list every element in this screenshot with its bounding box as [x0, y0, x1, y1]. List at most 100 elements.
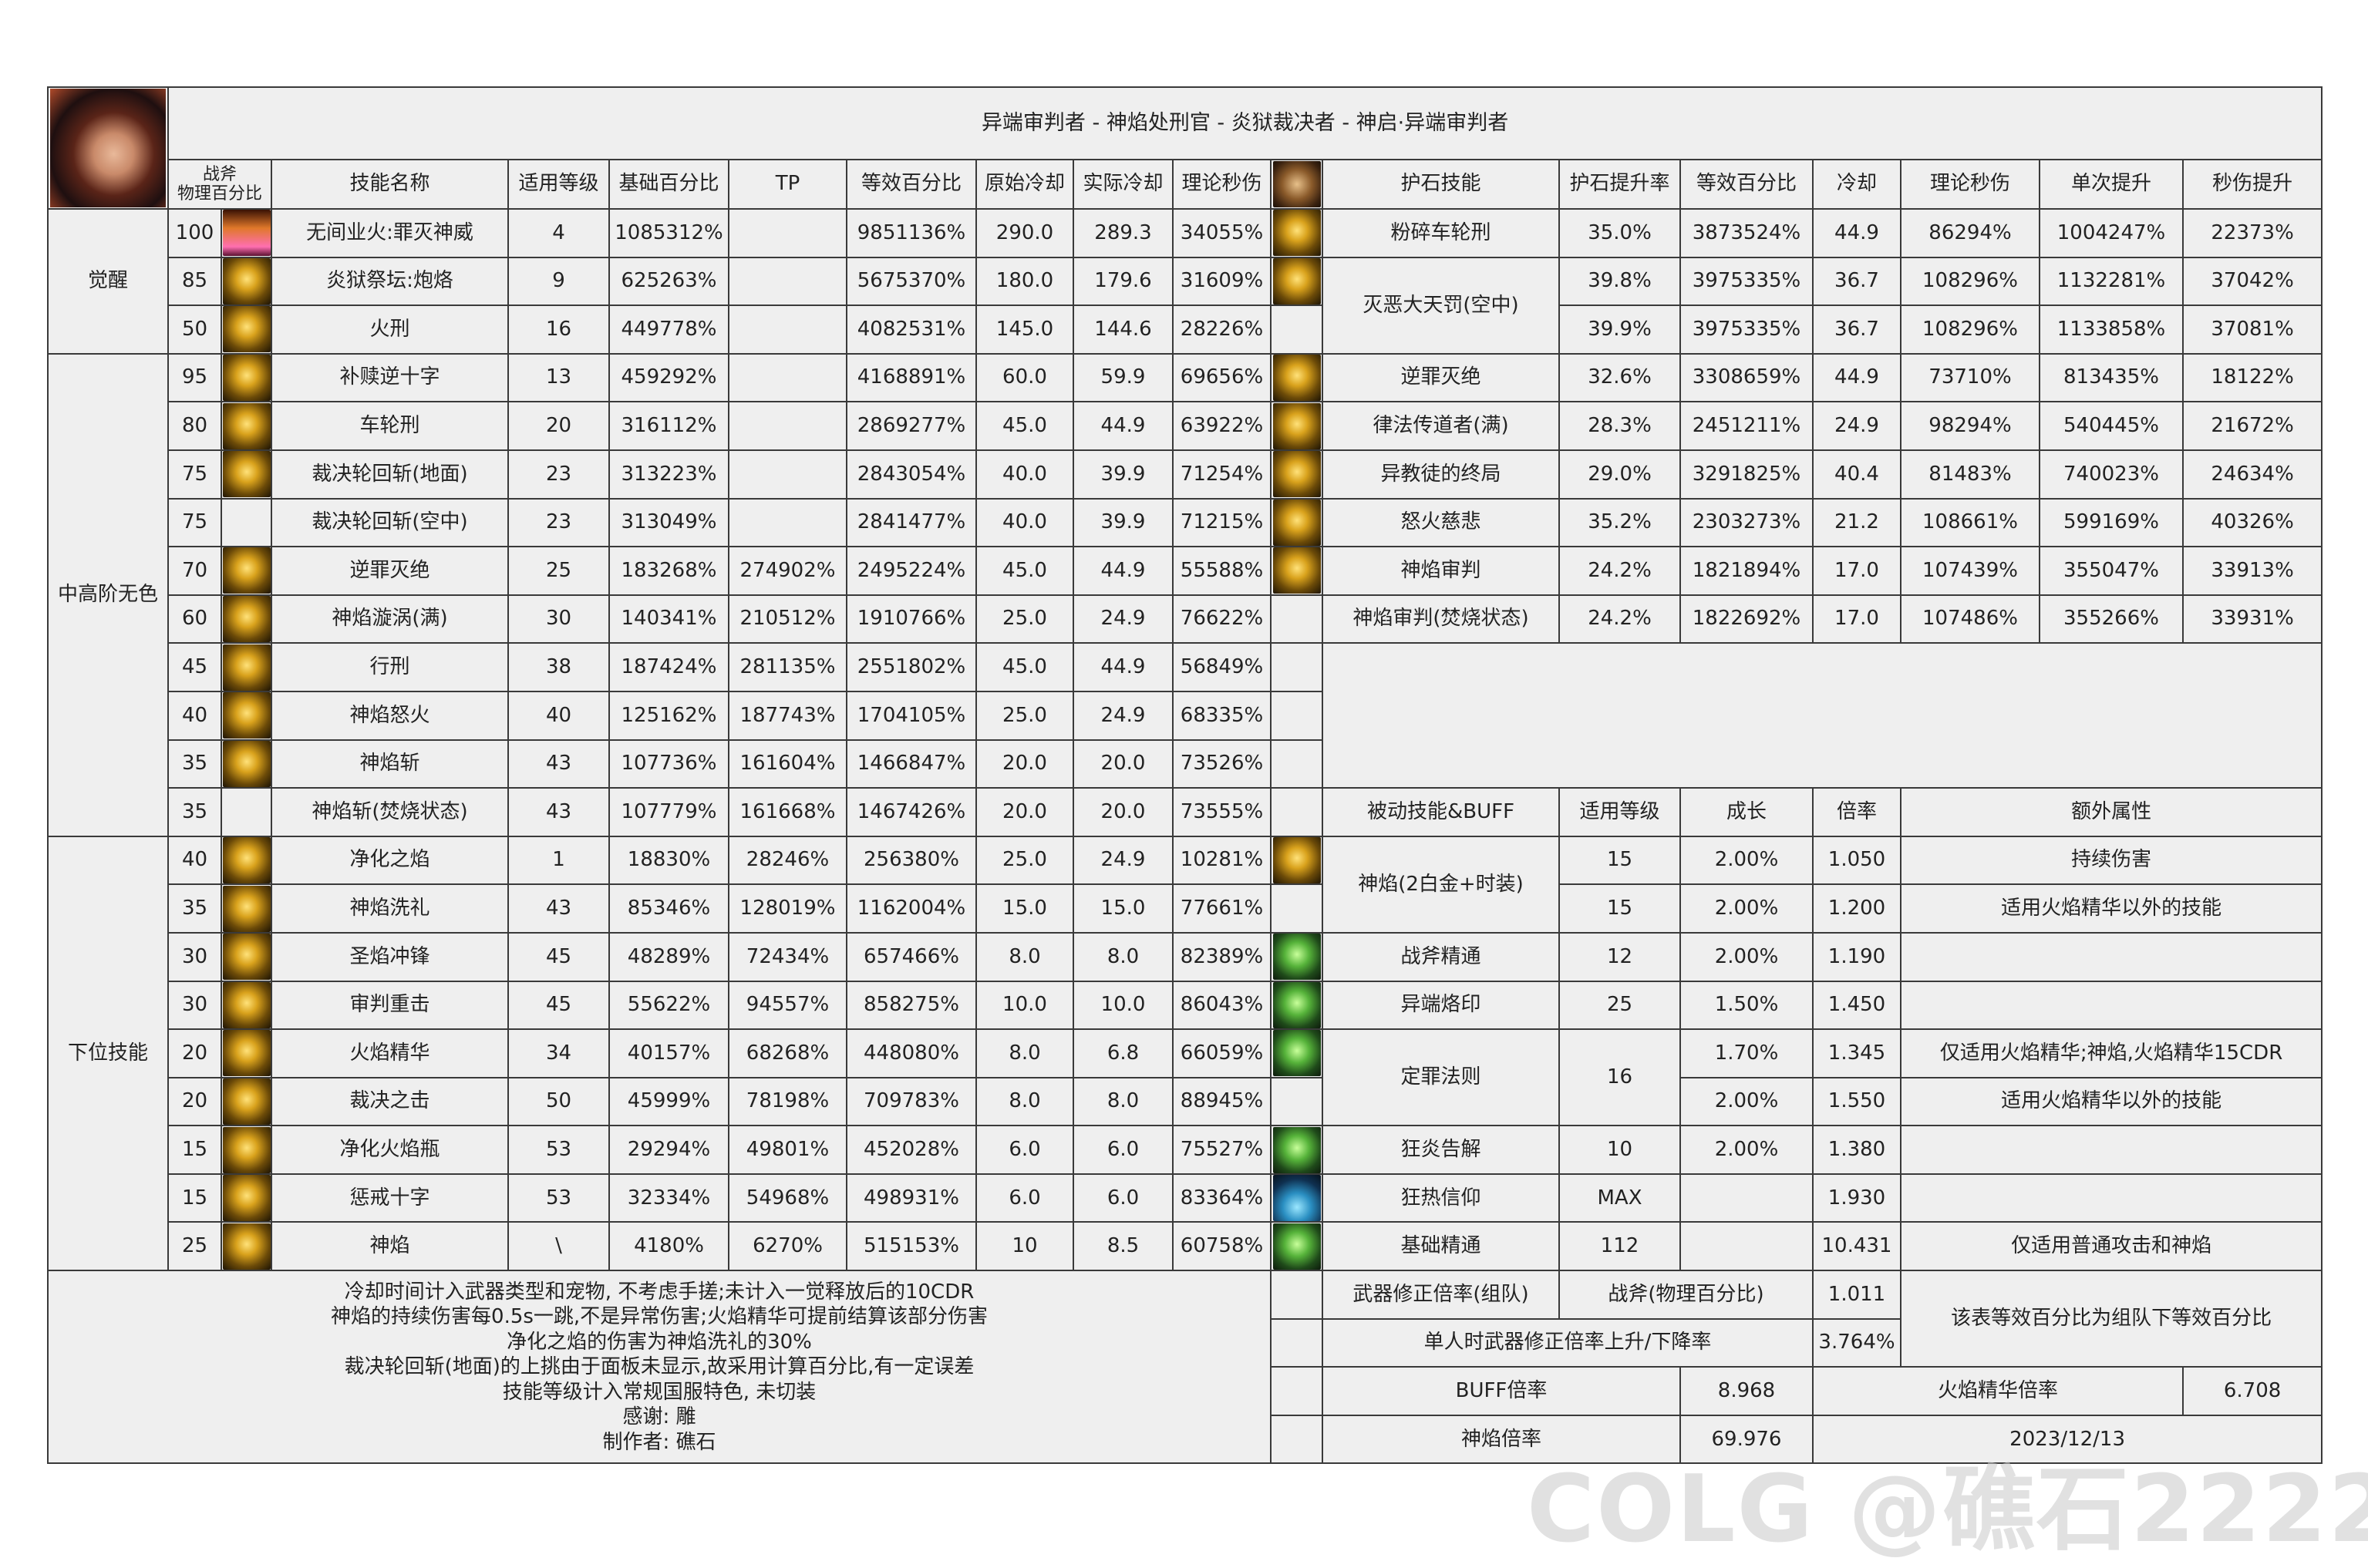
smash-icon: [223, 982, 270, 1028]
category-label: 中高阶无色: [47, 352, 169, 837]
damage-table: 异端审判者 - 神焰处刑官 - 炎狱裁决者 - 神启·异端审判者 战斧 物理百分比…: [47, 86, 2323, 1465]
header-cell: 被动技能&BUFF: [1322, 787, 1560, 837]
passive-growth: 1.70%: [1679, 1028, 1814, 1078]
passive-level: 15: [1558, 835, 1681, 886]
skill-level: 95: [167, 352, 222, 403]
icon-cell: [221, 449, 272, 500]
talisman-dps_up: 37081%: [2181, 305, 2323, 355]
icon-cell: [221, 1076, 272, 1127]
skill-level: 20: [167, 1076, 222, 1127]
passive-extra: [1899, 1125, 2323, 1175]
icon-cell: [221, 256, 272, 307]
icon-cell: [221, 739, 272, 789]
icon-cell: [221, 931, 272, 982]
icon-cell: [221, 690, 272, 741]
header-cell: 护石提升率: [1558, 159, 1681, 210]
icon-cell: [221, 835, 272, 886]
header-cell: 护石技能: [1322, 159, 1560, 210]
passive-multiplier: 1.450: [1812, 980, 1901, 1031]
passive-extra: 适用火焰精华以外的技能: [1899, 883, 2323, 934]
skill-req: 50: [507, 1076, 610, 1127]
skill-level: 35: [167, 883, 222, 934]
icon-cell: [1270, 883, 1323, 934]
watermark: COLG @礁石22222: [1527, 1456, 2368, 1563]
flame-swirl-icon: [223, 548, 270, 594]
skill-eq: 5675370%: [846, 256, 977, 307]
skill-name: 神焰怒火: [271, 690, 509, 741]
passive-level: 10: [1558, 1125, 1681, 1175]
skill-cd: 25.0: [975, 594, 1074, 644]
skill-eq: 709783%: [846, 1076, 977, 1127]
icon-cell: [221, 642, 272, 692]
passive-level: 112: [1558, 1221, 1681, 1272]
talisman-cd: 17.0: [1812, 594, 1901, 644]
skill-req: 1: [507, 835, 610, 886]
skill-base: 187424%: [608, 642, 729, 692]
skill-req: 25: [507, 546, 610, 596]
icon-cell: [221, 883, 272, 934]
talisman-dps: 86294%: [1900, 208, 2040, 258]
table-row: 30 圣焰冲锋 45 48289% 72434% 657466% 8.0 8.0 82389% 战…: [48, 931, 2323, 982]
talisman-single: 1132281%: [2039, 256, 2184, 307]
skill-cd: 10: [975, 1221, 1074, 1272]
table-row: BUFF倍率 8.968 火焰精华倍率 6.708: [48, 1366, 2323, 1416]
passive-name: 异端烙印: [1322, 980, 1560, 1031]
passive-level: MAX: [1558, 1173, 1681, 1223]
note-line: 冷却时间计入武器类型和宠物, 不考虑手搓;未计入一觉释放后的10CDR: [344, 1280, 975, 1304]
skill-eq: 256380%: [846, 835, 977, 886]
flame-slash-icon: [223, 741, 270, 787]
skill-name: 火刑: [271, 305, 509, 355]
note-line: 净化之焰的伤害为神焰洗礼的30%: [507, 1330, 812, 1354]
table-row: 下位技能 40 净化之焰 1 18830% 28246% 256380% 25.0 24.9 10…: [47, 835, 2323, 1272]
flame-vortex-icon: [1272, 403, 1321, 449]
skill-dps: 71215%: [1172, 497, 1272, 548]
skill-req: 43: [507, 787, 610, 837]
skill-req: 23: [507, 449, 610, 500]
skill-rcd: 44.9: [1073, 401, 1174, 451]
table-row: 60 神焰漩涡(满) 30 140341% 210512% 1910766% 25.0 24.…: [48, 594, 2323, 644]
table-row: 觉醒 100 无间业火:罪灭神威 4 1085312% 9851136% 290.0 289.…: [47, 208, 2323, 355]
skill-level: 60: [167, 594, 222, 644]
passive-extra: 适用火焰精华以外的技能: [1899, 1076, 2323, 1127]
table-row: 50 火刑 16 449778% 4082531% 145.0 144.6 28226% 39.…: [48, 305, 2323, 355]
skill-tp: 187743%: [728, 690, 847, 741]
icon-cell: [1270, 690, 1323, 741]
talisman-eq: 3975335%: [1679, 256, 1814, 307]
hexagram-emblem-icon: [1272, 161, 1321, 207]
talisman-name: 逆罪灭绝: [1322, 352, 1560, 403]
talisman-dps_up: 37042%: [2181, 256, 2323, 307]
talisman-eq: 2303273%: [1679, 497, 1814, 548]
icon-cell: [1270, 1125, 1323, 1175]
emblem-cell: [1270, 159, 1323, 210]
skill-tp: [728, 449, 847, 500]
icon-cell: [1270, 1221, 1323, 1272]
passive-multiplier: 1.930: [1812, 1173, 1901, 1223]
skill-req: 43: [507, 883, 610, 934]
talisman-single: 1004247%: [2039, 208, 2184, 258]
skill-base: 313223%: [608, 449, 729, 500]
passive-multiplier: 1.380: [1812, 1125, 1901, 1175]
table-row: 15 惩戒十字 53 32334% 54968% 498931% 6.0 6.0 83364% 狂…: [48, 1173, 2323, 1223]
skill-req: 30: [507, 594, 610, 644]
inverted-cross-icon: [223, 355, 270, 401]
wheel-icon: [223, 403, 270, 449]
skill-dps: 69656%: [1172, 352, 1272, 403]
passive-growth: [1679, 1221, 1814, 1272]
skill-cd: 60.0: [975, 352, 1074, 403]
talisman-name: 怒火慈悲: [1322, 497, 1560, 548]
skill-name: 审判重击: [271, 980, 509, 1031]
skill-cd: 45.0: [975, 642, 1074, 692]
buff-value: 8.968: [1679, 1366, 1814, 1416]
skill-tp: 68268%: [728, 1028, 847, 1078]
talisman-rate: 28.3%: [1558, 401, 1681, 451]
punish-cross-icon: [223, 1175, 270, 1221]
talisman-dps: 107486%: [1900, 594, 2040, 644]
skill-eq: 9851136%: [846, 208, 977, 258]
table-row: 70 逆罪灭绝 25 183268% 274902% 2495224% 45.0 44.9 55…: [48, 546, 2323, 596]
table-row: 单人时武器修正倍率上升/下降率 3.764%: [48, 1317, 2322, 1368]
header-cell: 适用等级: [1558, 787, 1681, 837]
skill-level: 75: [167, 497, 222, 548]
skill-base: 316112%: [608, 401, 729, 451]
talisman-rate: 39.9%: [1558, 305, 1681, 355]
icon-cell: [221, 305, 272, 355]
